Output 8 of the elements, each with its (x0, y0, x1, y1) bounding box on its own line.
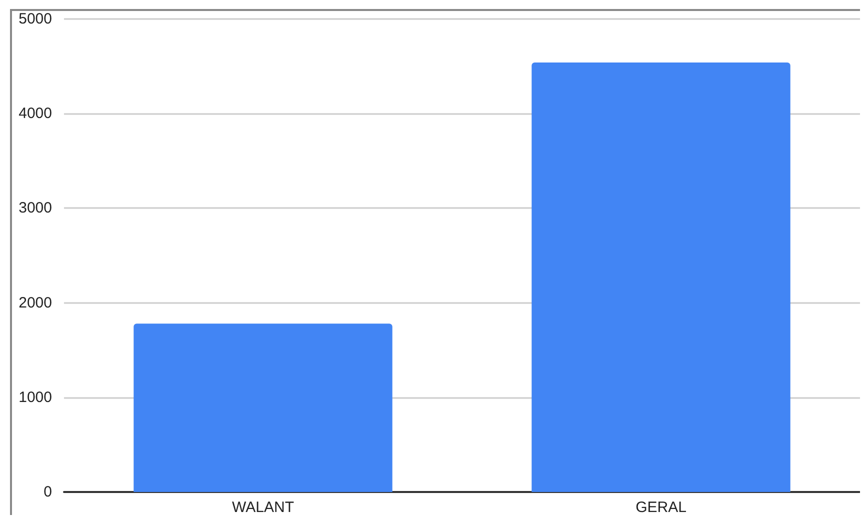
y-tick-label: 0 (44, 484, 52, 500)
x-tick-label: GERAL (636, 499, 686, 516)
y-tick-label: 5000 (18, 10, 52, 28)
y-tick-label: 3000 (18, 200, 52, 217)
y-tick-label: 4000 (18, 105, 52, 122)
x-tick-label: WALANT (232, 499, 294, 516)
y-tick-label: 1000 (18, 388, 52, 406)
y-tick-label: 2000 (18, 294, 52, 312)
